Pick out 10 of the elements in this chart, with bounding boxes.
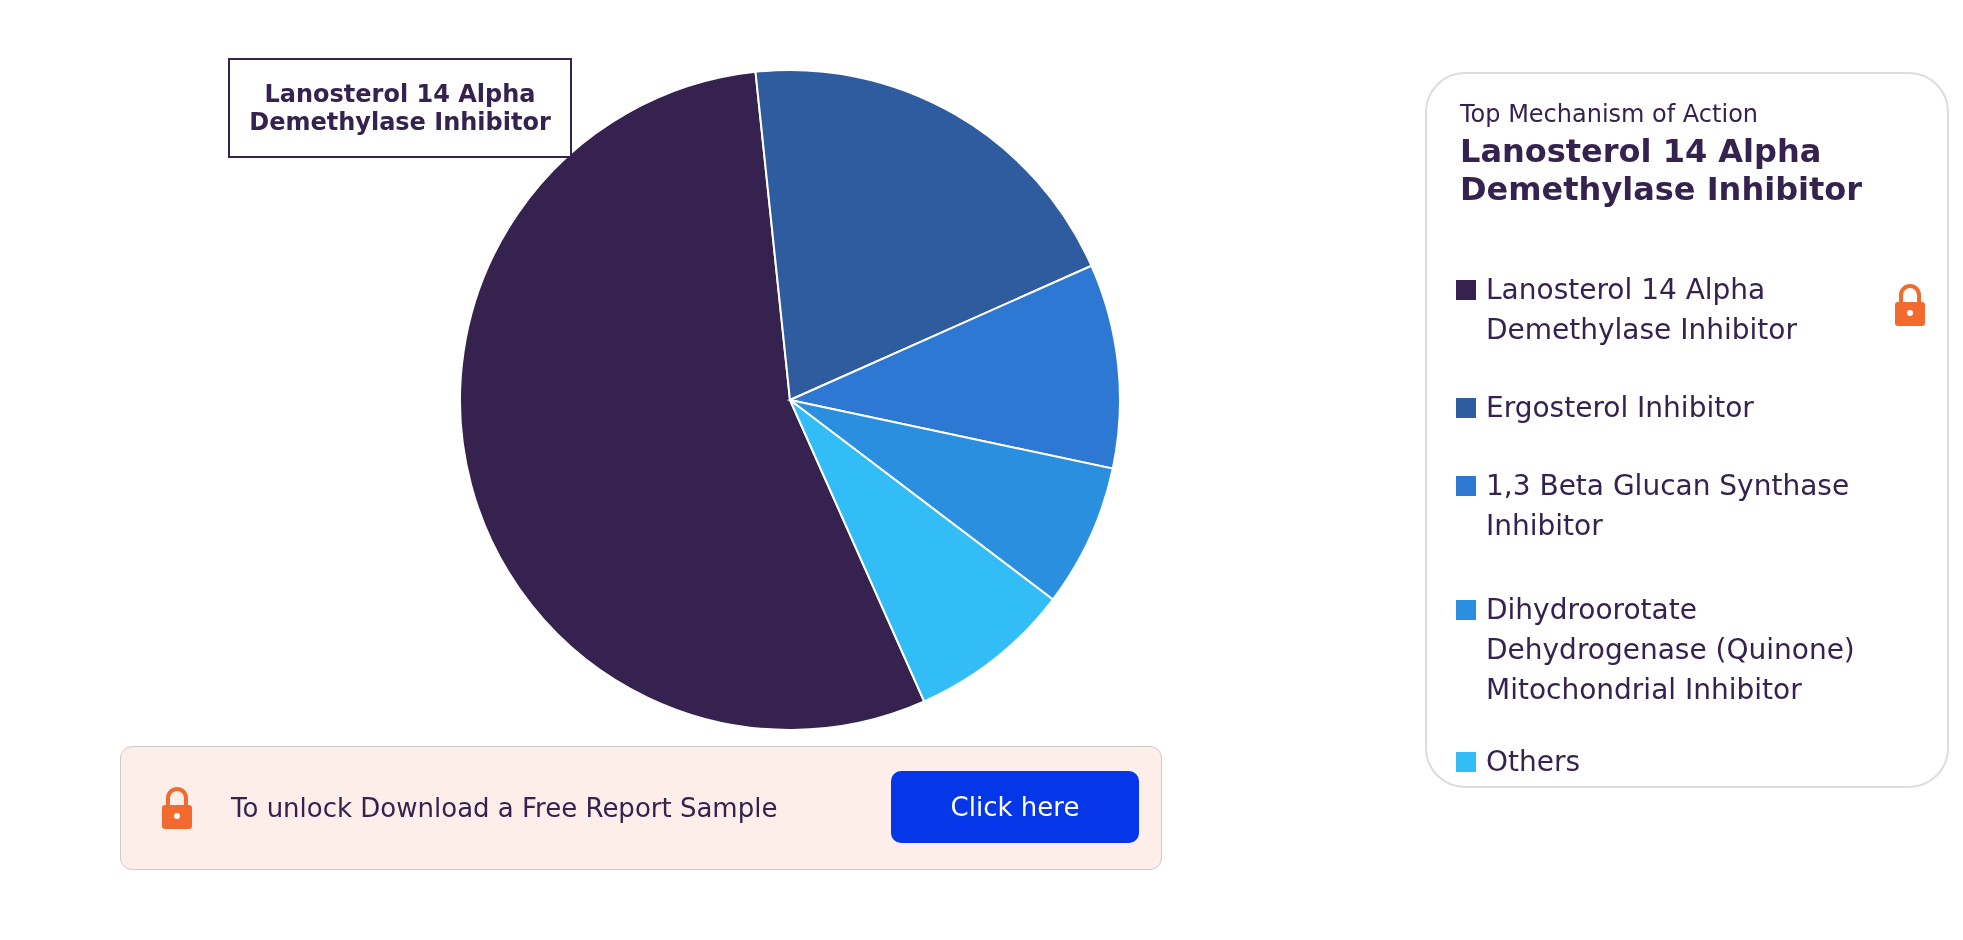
legend-label: Ergosterol Inhibitor <box>1486 390 1755 426</box>
legend-title: Top Mechanism of Action <box>1460 100 1759 128</box>
legend-label: Dihydroorotate Dehydrogenase (Quinone) Mitochondrial Inhibitor <box>1486 592 1856 708</box>
legend-label: 1,3 Beta Glucan Synthase Inhibitor <box>1486 468 1851 544</box>
text: Lanosterol 14 Alpha Demethylase Inhibitor <box>228 58 572 158</box>
text: Lanosterol 14 Alpha Demethylase Inhibitor <box>1460 132 1864 208</box>
text: To unlock Download a Free Report Sample <box>231 793 778 823</box>
legend-label: Lanosterol 14 Alpha Demethylase Inhibitor <box>1486 272 1798 348</box>
text: Click here <box>891 771 1139 843</box>
legend-label: Others <box>1486 744 1582 780</box>
